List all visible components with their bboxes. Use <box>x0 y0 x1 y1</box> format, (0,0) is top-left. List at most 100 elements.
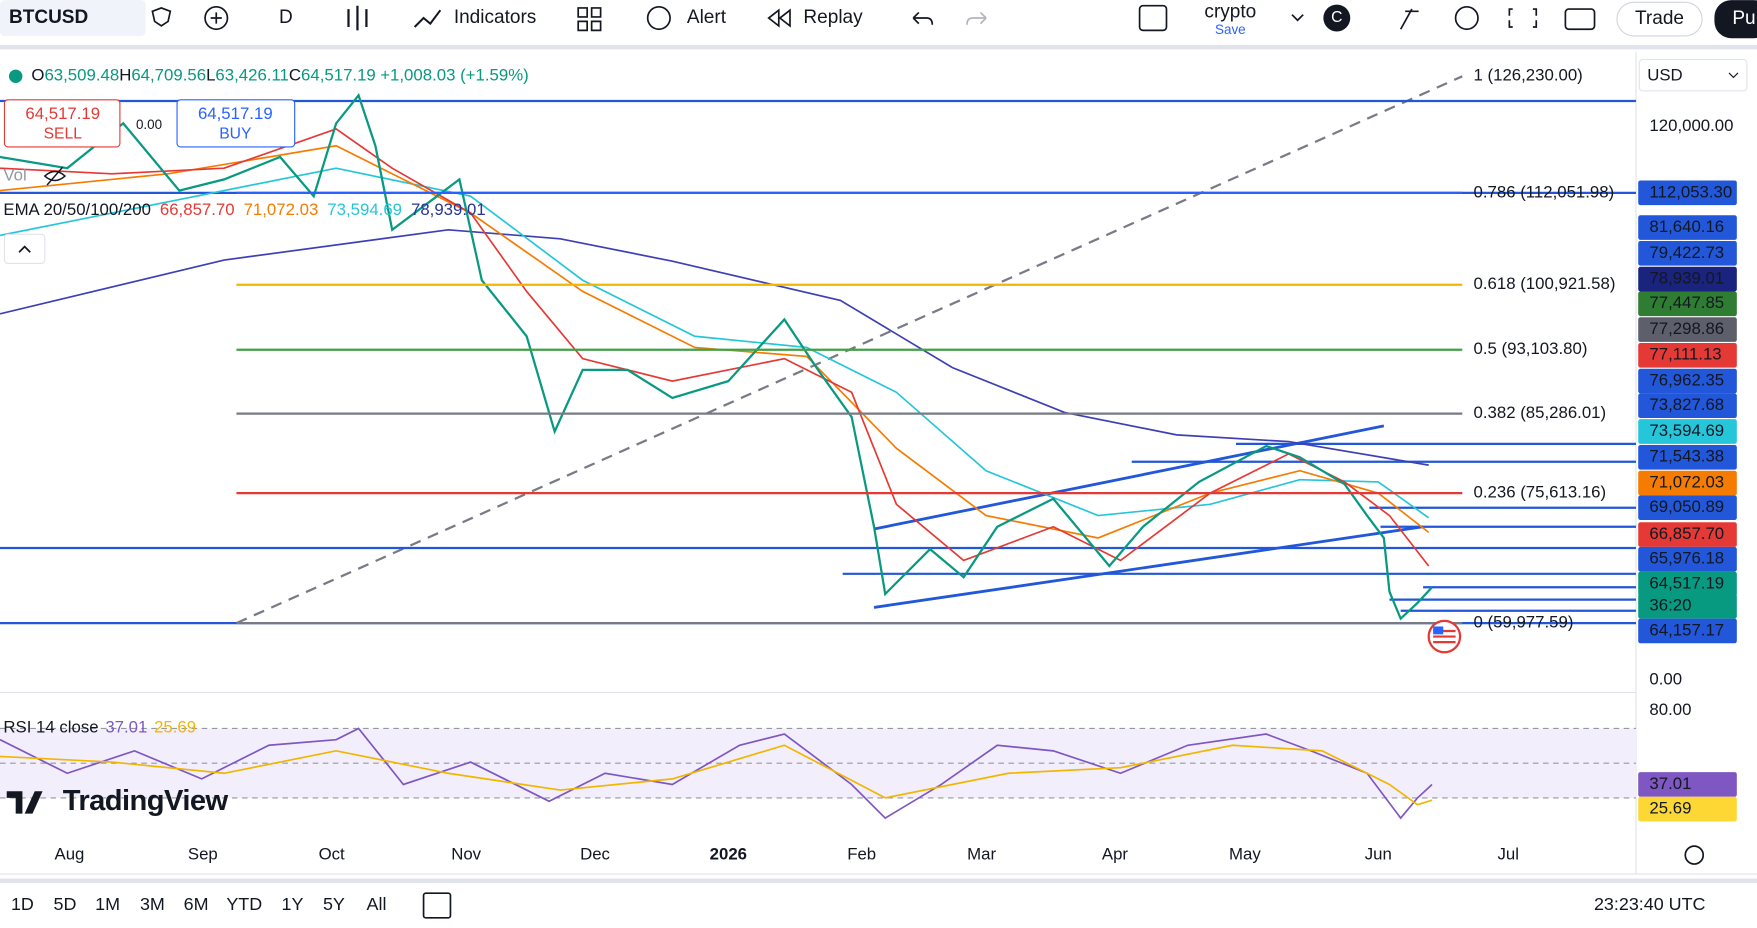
price-label: 76,962.35 <box>1649 371 1724 390</box>
ohlc-key: C <box>289 66 301 85</box>
price-label-bg <box>1638 593 1737 619</box>
fib-label: 0.786 (112,051.98) <box>1474 182 1615 201</box>
ema-label: EMA 20/50/100/200 <box>3 200 151 219</box>
ema-200 <box>0 228 1429 466</box>
ohlc-value: 63,426.11 <box>215 66 288 85</box>
change: +1,008.03 (+1.59%) <box>380 66 528 85</box>
currency[interactable]: USD <box>1647 66 1682 85</box>
date-range-icon[interactable] <box>422 892 452 919</box>
ohlc-key: O <box>31 66 44 85</box>
range-button[interactable]: 5Y <box>323 894 345 914</box>
publish-button[interactable] <box>1714 0 1757 39</box>
ohlc-key: L <box>206 66 215 85</box>
price-label-bg <box>1638 180 1737 206</box>
undo-icon[interactable] <box>912 11 934 25</box>
price-label-bg <box>1638 522 1737 547</box>
range-button[interactable]: 1Y <box>282 894 304 914</box>
ema-value: 78,939.01 <box>411 200 486 219</box>
compare-plus <box>210 12 222 24</box>
indicators-icon[interactable] <box>413 9 442 28</box>
axis-settings[interactable] <box>1684 845 1705 865</box>
short-lines <box>842 442 1636 612</box>
time-label: Oct <box>319 845 345 864</box>
fullscreen-icon[interactable] <box>1508 8 1538 28</box>
save[interactable]: Save <box>1215 22 1246 37</box>
publish[interactable]: Pu <box>1732 8 1755 29</box>
price-label-bg <box>1638 571 1737 597</box>
rsi-ma <box>0 744 1433 806</box>
price-label-bg <box>1638 317 1737 342</box>
vol-label: Vol <box>3 165 26 184</box>
sell-price[interactable]: 64,517.19 <box>25 104 100 123</box>
range-button[interactable]: 1M <box>95 894 120 914</box>
symbol[interactable]: BTCUSD <box>9 7 88 28</box>
sell[interactable]: SELL <box>44 126 83 143</box>
range-button[interactable]: 1D <box>11 894 34 914</box>
fib-label: 0.618 (100,921.58) <box>1474 274 1616 293</box>
sell-button[interactable] <box>3 99 121 148</box>
alert-icon[interactable] <box>646 5 671 31</box>
range-button[interactable]: 5D <box>54 894 77 914</box>
ema-legend: EMA 20/50/100/200 66,857.70 71,072.03 73,59… <box>3 200 485 219</box>
price-label: 73,827.68 <box>1649 395 1724 414</box>
range-button[interactable]: All <box>367 894 387 914</box>
layout-name[interactable]: crypto <box>1204 1 1256 22</box>
buy-price[interactable]: 64,517.19 <box>198 104 273 123</box>
indicators[interactable]: Indicators <box>454 7 537 28</box>
logo: TradingView <box>63 785 229 817</box>
ema-50 <box>0 144 1430 539</box>
trade[interactable]: Trade <box>1635 8 1684 29</box>
symbol-box[interactable] <box>0 0 146 36</box>
trade-button[interactable] <box>1616 1 1703 37</box>
ema-value: 71,072.03 <box>244 200 319 219</box>
channel <box>873 424 1424 609</box>
ema-100 <box>0 167 1430 519</box>
currency-select[interactable] <box>1638 58 1748 92</box>
quick-search-icon[interactable] <box>1399 8 1419 30</box>
layout-menu[interactable] <box>1291 14 1304 22</box>
buy-button[interactable] <box>176 99 296 148</box>
fib-label: 0.5 (93,103.80) <box>1474 339 1588 358</box>
price-label-bg <box>1638 772 1737 797</box>
bottom-bar: 1D 5D 1M 3M 6M YTD 1Y 5Y All <box>11 894 386 914</box>
layout-icon[interactable] <box>1138 4 1168 32</box>
time-label: May <box>1229 845 1261 864</box>
buy[interactable]: BUY <box>219 126 252 143</box>
chart-type-icon[interactable] <box>347 5 368 31</box>
spread: 0.00 <box>136 117 162 132</box>
rsi-ma: 25.69 <box>154 718 196 737</box>
range-button[interactable]: 6M <box>184 894 209 914</box>
fib-label: 0.236 (75,613.16) <box>1474 483 1607 502</box>
redo-icon[interactable] <box>966 11 987 25</box>
collapse-button[interactable] <box>3 233 46 264</box>
toolbar <box>0 0 1757 39</box>
price-label-bg <box>1638 291 1737 317</box>
account-avatar[interactable] <box>1323 4 1351 32</box>
ohlc-value: 64,709.56 <box>131 66 206 85</box>
price-label-bg <box>1638 393 1737 419</box>
price-label-bg <box>1638 368 1737 394</box>
replay-icon[interactable] <box>767 8 791 28</box>
ema-value: 66,857.70 <box>160 200 235 219</box>
watch-icon[interactable] <box>151 7 172 27</box>
price-label: 120,000.00 <box>1649 116 1733 135</box>
templates-icon[interactable] <box>577 7 602 32</box>
price-label: 36:20 <box>1649 596 1691 615</box>
price-label: 37.01 <box>1649 774 1691 793</box>
compare-icon[interactable] <box>204 5 229 31</box>
price-label-bg <box>1638 241 1737 266</box>
range-button[interactable]: YTD <box>226 894 262 914</box>
range-button[interactable]: 3M <box>140 894 165 914</box>
settings-icon[interactable] <box>1454 5 1479 31</box>
snapshot-icon[interactable] <box>1564 8 1596 31</box>
fib-label: 0 (59,977.59) <box>1474 613 1574 632</box>
alert[interactable]: Alert <box>687 7 727 28</box>
replay[interactable]: Replay <box>803 7 863 28</box>
price-label-bg <box>1638 342 1737 368</box>
price-path <box>0 93 1433 621</box>
hide-icon[interactable] <box>43 166 67 186</box>
currency-arrow <box>1728 72 1739 79</box>
support-lines <box>0 99 1636 625</box>
ohlc: O63,509.48H64,709.56L63,426.11C64,517.19… <box>31 66 528 85</box>
interval[interactable]: D <box>279 7 293 28</box>
